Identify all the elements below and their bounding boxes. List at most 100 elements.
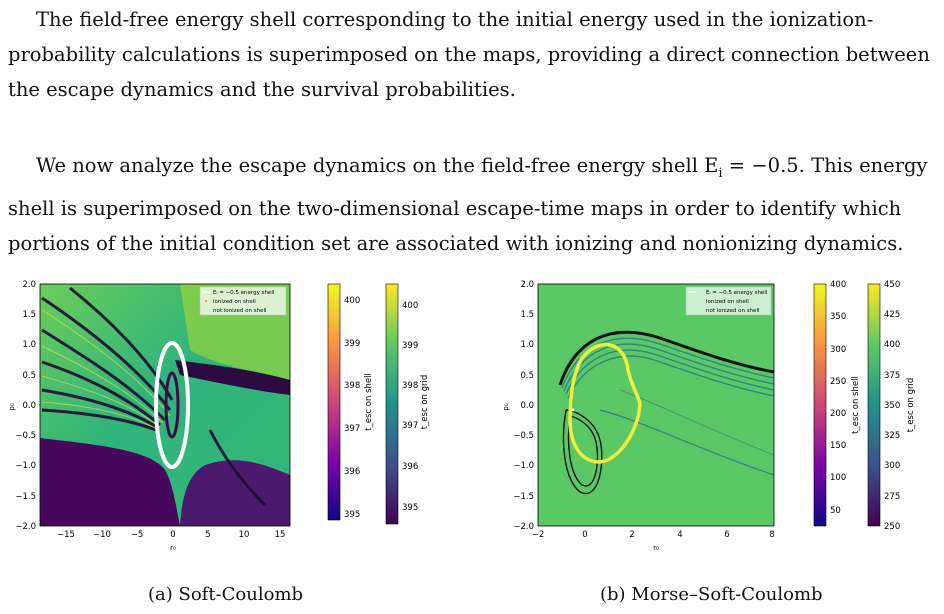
a-ytick: 1.0 [22, 340, 36, 350]
a-cbar-grid-ticks: 400 399 398 397 396 395 [402, 301, 418, 513]
p1-line-1: The field-free energy shell correspondin… [36, 8, 874, 31]
b-cbar2-tick: 400 [884, 340, 900, 350]
b-xtick: 6 [724, 530, 729, 540]
b-energy-shell [568, 342, 642, 464]
a-xtick: −15 [57, 530, 75, 540]
caption-b: (b) Morse–Soft-Coulomb [600, 584, 823, 605]
a-ytick: −1.5 [15, 492, 36, 502]
b-lower-loop [562, 409, 603, 495]
panel-b-map [538, 284, 774, 526]
panel-a-map [40, 284, 290, 526]
a-ytick: 0.5 [22, 371, 36, 381]
legend-b-2: ionized on shell [706, 299, 749, 305]
a-cbar2-tick: 397 [402, 421, 418, 431]
a-xlabel: r₀ [170, 544, 176, 552]
b-cbar-shell-ticks: 400 350 300 250 200 150 100 50 [830, 280, 846, 516]
b-xtick: −2 [532, 530, 545, 540]
a-xtick: 10 [239, 530, 250, 540]
b-ytick: 2.0 [520, 280, 534, 290]
b-cbar1-tick: 300 [830, 345, 846, 355]
b-cbar2-tick: 425 [884, 310, 900, 320]
b-ytick: 0.5 [520, 371, 534, 381]
a-cbar-shell [327, 283, 341, 521]
a-xtick: 0 [170, 530, 175, 540]
panel-a-legend: Eᵢ = −0.5 energy shell ionized on shell … [199, 286, 287, 316]
legend-a-3: not ionized on shell [213, 308, 267, 314]
legend-b-1: Eᵢ = −0.5 energy shell [706, 290, 768, 296]
b-cbar1-tick: 400 [830, 280, 846, 290]
p2-line-1a: We now analyze the escape dynamics on th… [36, 154, 719, 177]
b-xtick: 8 [769, 530, 774, 540]
b-ytick: 0.0 [520, 401, 534, 411]
a-cbar1-tick: 398 [344, 381, 360, 391]
a-cbar-shell-ticks: 400 399 398 397 396 395 [344, 296, 360, 520]
b-cbar2-tick: 300 [884, 461, 900, 471]
a-cbar-grid [385, 283, 399, 525]
p2-line-1: We now analyze the escape dynamics on th… [8, 148, 936, 191]
b-cbar-grid [867, 283, 881, 527]
b-ylabel: p₀ [502, 403, 510, 410]
a-cbar2-tick: 400 [402, 301, 418, 311]
b-xlabel: r₀ [653, 544, 659, 552]
a-xtick: −5 [131, 530, 144, 540]
b-cbar1-label: t_esc on shell [851, 376, 861, 434]
legend-a-1: Eᵢ = −0.5 energy shell [213, 290, 275, 296]
panel-b-yticks: 2.0 1.5 1.0 0.5 0.0 −0.5 −1.0 −1.5 −2.0 [513, 280, 534, 532]
b-cbar-grid-ticks: 450 425 400 375 350 325 300 275 250 [884, 280, 900, 532]
a-xtick: −10 [93, 530, 111, 540]
b-cbar2-tick: 350 [884, 401, 900, 411]
a-ytick: 0.0 [22, 401, 36, 411]
a-ytick: 1.5 [22, 310, 36, 320]
panel-b-legend: Eᵢ = −0.5 energy shell ionized on shell … [685, 286, 772, 316]
a-cbar1-label: t_esc on shell [364, 373, 374, 431]
a-ytick: 2.0 [22, 280, 36, 290]
panel-a-xticks: −15 −10 −5 0 5 10 15 [57, 530, 285, 540]
a-ytick: −0.5 [15, 431, 36, 441]
a-xtick: 15 [275, 530, 286, 540]
a-cbar2-tick: 398 [402, 381, 418, 391]
p1-line-3: the escape dynamics and the survival pro… [8, 78, 516, 101]
b-xtick: 2 [629, 530, 634, 540]
b-cbar-shell [813, 283, 827, 527]
a-cbar1-tick: 400 [344, 296, 360, 306]
legend-a-2: ionized on shell [213, 299, 256, 305]
b-ytick: 1.0 [520, 340, 534, 350]
a-cbar1-tick: 397 [344, 424, 360, 434]
panel-b: Eᵢ = −0.5 energy shell ionized on shell … [502, 280, 916, 552]
caption-a: (a) Soft-Coulomb [148, 584, 304, 605]
b-ytick: −2.0 [513, 522, 534, 532]
b-ytick: −1.5 [513, 492, 534, 502]
a-ytick: −1.0 [15, 461, 36, 471]
paragraph-2: We now analyze the escape dynamics on th… [8, 148, 936, 261]
a-xtick: 5 [205, 530, 210, 540]
p2-line-1b: = −0.5. This energy [722, 154, 928, 177]
b-cbar1-tick: 350 [830, 312, 846, 322]
a-cbar2-tick: 396 [402, 462, 418, 472]
p2-subscript: i [718, 165, 723, 181]
b-cbar1-tick: 200 [830, 409, 846, 419]
b-cbar1-tick: 250 [830, 377, 846, 387]
a-cbar1-tick: 396 [344, 467, 360, 477]
a-cbar1-tick: 399 [344, 339, 360, 349]
b-cbar2-label: t_esc on grid [906, 378, 916, 433]
a-ylabel: p₀ [8, 403, 16, 410]
figure: Eᵢ = −0.5 energy shell ionized on shell … [8, 280, 916, 552]
b-cbar2-tick: 450 [884, 280, 900, 290]
b-cbar1-tick: 50 [830, 506, 841, 516]
b-ytick: −0.5 [513, 431, 534, 441]
panel-b-xticks: −2 0 2 4 6 8 [532, 530, 775, 540]
b-xtick: 0 [582, 530, 587, 540]
a-cbar1-tick: 395 [344, 510, 360, 520]
b-ytick: 1.5 [520, 310, 534, 320]
a-cbar2-tick: 399 [402, 341, 418, 351]
paragraph-1: The field-free energy shell correspondin… [8, 2, 936, 107]
b-xtick: 4 [677, 530, 682, 540]
p2-line-2: shell is superimposed on the two-dimensi… [8, 196, 902, 220]
panel-a: Eᵢ = −0.5 energy shell ionized on shell … [8, 280, 430, 552]
b-cbar2-tick: 250 [884, 522, 900, 532]
a-cbar2-label: t_esc on grid [420, 375, 430, 430]
b-cbar2-tick: 275 [884, 492, 900, 502]
b-cbar1-tick: 100 [830, 473, 846, 483]
b-cbar1-tick: 150 [830, 441, 846, 451]
a-ytick: −2.0 [15, 522, 36, 532]
